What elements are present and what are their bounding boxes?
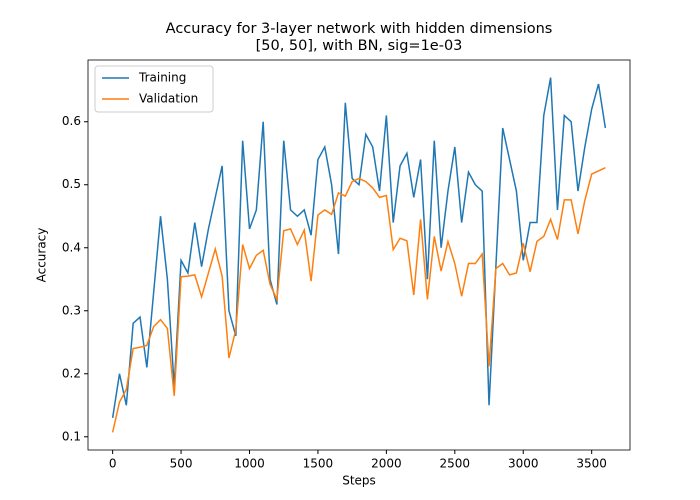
series-line [111,77,607,418]
y-tick-label: 0.6 [62,114,81,128]
plot-frame [87,59,631,451]
x-tick-label: 1000 [234,457,265,471]
y-tick-label: 0.4 [62,240,81,254]
y-tick-label: 0.5 [62,177,81,191]
x-tick-label: 1500 [303,457,334,471]
legend-label: Training [138,71,186,85]
series-line [111,167,606,433]
x-tick-label: 3500 [576,457,607,471]
y-tick-label: 0.1 [62,429,81,443]
x-tick-label: 0 [109,457,117,471]
chart-title: Accuracy for 3-layer network with hidden… [166,21,553,37]
x-tick-label: 500 [170,457,193,471]
x-tick-label: 2500 [440,457,471,471]
y-tick-label: 0.3 [62,303,81,317]
y-tick-label: 0.2 [62,366,81,380]
x-axis-label: Steps [342,474,376,488]
x-tick-label: 3000 [508,457,539,471]
x-tick-label: 2000 [371,457,402,471]
y-axis-label: Accuracy [35,228,49,283]
chart-title: [50, 50], with BN, sig=1e-03 [256,38,463,54]
legend-label: Validation [139,92,198,106]
